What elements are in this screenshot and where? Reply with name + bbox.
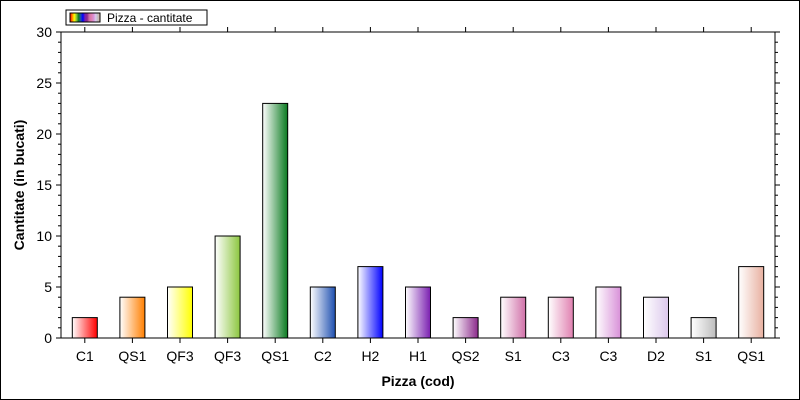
bar xyxy=(309,286,336,339)
x-tick-label: H2 xyxy=(361,348,379,364)
x-axis: C1 QS1 QF3 QF3 QS1 C2 H2 H1 QS2 S1 C3 C3 D2 S1 QS1 xyxy=(76,27,765,364)
y-tick-label: 30 xyxy=(36,24,52,40)
x-tick-label: QS1 xyxy=(737,348,765,364)
bar xyxy=(357,266,384,339)
x-tick-label: S1 xyxy=(695,348,712,364)
x-tick-label: S1 xyxy=(505,348,522,364)
y-tick-label: 25 xyxy=(36,75,52,91)
bar xyxy=(214,235,241,339)
y-tick-label: 0 xyxy=(44,330,52,346)
y-tick-label: 5 xyxy=(44,279,52,295)
x-tick-label: C3 xyxy=(552,348,570,364)
bar xyxy=(452,317,479,339)
x-tick-label: QF3 xyxy=(214,348,241,364)
bar xyxy=(547,296,574,339)
x-tick-label: C1 xyxy=(76,348,94,364)
bar xyxy=(500,296,527,339)
x-tick-label: C2 xyxy=(314,348,332,364)
x-tick-label: H1 xyxy=(409,348,427,364)
y-axis: 0 5 10 15 20 25 30 xyxy=(36,24,780,346)
legend-swatch xyxy=(69,12,101,23)
bar xyxy=(595,286,622,339)
y-axis-title: Cantitate (in bucati) xyxy=(11,120,27,251)
bars xyxy=(71,102,765,339)
legend: Pizza - cantitate xyxy=(65,9,208,26)
y-tick-label: 15 xyxy=(36,177,52,193)
bar xyxy=(690,317,717,339)
x-tick-label: QS1 xyxy=(261,348,289,364)
bar xyxy=(119,296,146,339)
bar xyxy=(71,317,98,339)
x-tick-label: QF3 xyxy=(166,348,193,364)
x-tick-label: D2 xyxy=(647,348,665,364)
bar xyxy=(167,286,193,339)
legend-label: Pizza - cantitate xyxy=(107,11,193,25)
bar xyxy=(405,286,431,339)
y-tick-label: 10 xyxy=(36,228,52,244)
bar xyxy=(643,296,669,339)
x-tick-label: QS2 xyxy=(452,348,480,364)
x-axis-title: Pizza (cod) xyxy=(381,373,454,389)
y-tick-label: 20 xyxy=(36,126,52,142)
x-tick-label: C3 xyxy=(599,348,617,364)
bar xyxy=(738,266,765,339)
bar xyxy=(262,102,289,339)
x-tick-label: QS1 xyxy=(118,348,146,364)
